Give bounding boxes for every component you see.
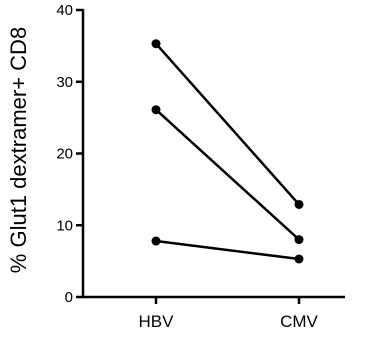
series-line-2 (155, 108, 300, 241)
y-tick-label: 40 (56, 2, 73, 19)
series-line-3 (155, 239, 300, 261)
data-point-1-cmv (294, 199, 304, 209)
series-group (151, 39, 304, 264)
x-axis: HBV CMV (82, 295, 345, 331)
y-tick-label: 30 (56, 74, 73, 91)
y-tick-label: 10 (56, 217, 73, 234)
data-point-3-cmv (294, 254, 304, 264)
data-point-2-cmv (294, 235, 304, 245)
x-tick-label-cmv: CMV (280, 312, 318, 331)
series-line-1 (155, 42, 300, 206)
data-point-1-hbv (151, 39, 161, 49)
y-axis-title: % Glut1 dextramer+ CD8 (6, 27, 31, 273)
y-tick-label: 0 (65, 289, 73, 306)
y-tick-label: 20 (56, 146, 73, 163)
x-tick-label-hbv: HBV (139, 312, 175, 331)
data-point-3-hbv (151, 236, 161, 246)
y-axis: 0 10 20 30 40 (56, 2, 85, 306)
data-point-2-hbv (151, 105, 161, 115)
